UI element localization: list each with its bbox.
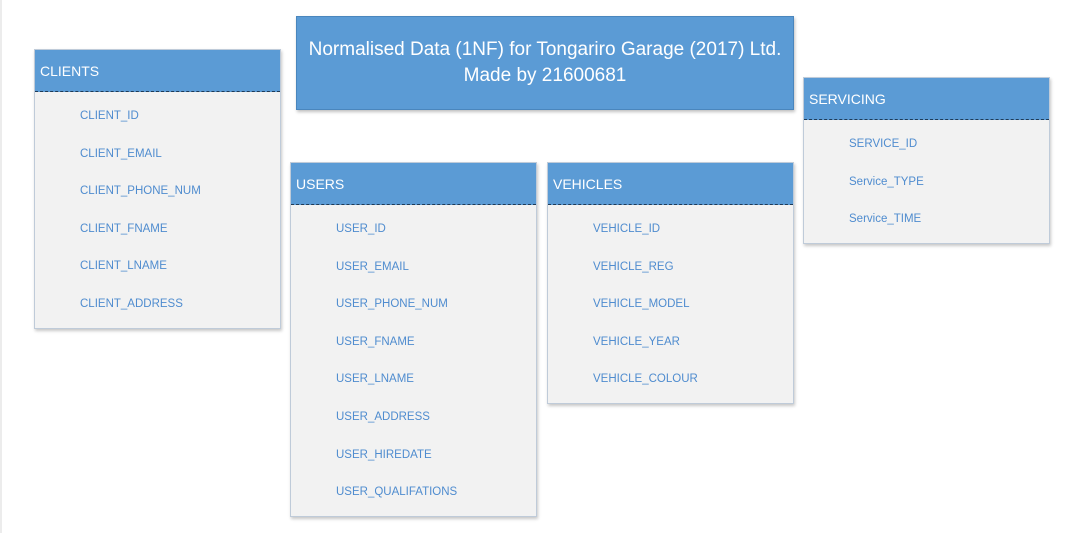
field-client-phone-num: CLIENT_PHONE_NUM (80, 185, 201, 198)
field-user-address: USER_ADDRESS (336, 410, 430, 423)
field-client-fname: CLIENT_FNAME (80, 222, 168, 235)
canvas-edge (0, 0, 2, 533)
field-client-lname: CLIENT_LNAME (80, 260, 167, 273)
entity-vehicles: VEHICLES VEHICLE_ID VEHICLE_REG VEHICLE_… (547, 162, 794, 404)
field-user-qualifations: USER_QUALIFATIONS (336, 486, 458, 499)
entity-servicing-fields: SERVICE_ID Service_TYPE Service_TIME (804, 120, 1049, 243)
entity-clients: CLIENTS CLIENT_ID CLIENT_EMAIL CLIENT_PH… (34, 49, 281, 329)
field-vehicle-colour: VEHICLE_COLOUR (593, 373, 698, 386)
entity-vehicles-header: VEHICLES (548, 163, 793, 205)
diagram-title-line-2: Made by 21600681 (463, 65, 627, 86)
field-user-id: USER_ID (336, 223, 386, 235)
field-service-id: SERVICE_ID (849, 138, 918, 150)
entity-vehicles-fields: VEHICLE_ID VEHICLE_REG VEHICLE_MODEL VEH… (548, 205, 793, 403)
entity-servicing-header: SERVICING (804, 78, 1049, 120)
field-user-hiredate: USER_HIREDATE (336, 448, 432, 461)
entity-clients-header: CLIENTS (35, 50, 280, 92)
field-vehicle-year: VEHICLE_YEAR (593, 335, 680, 348)
entity-users-header: USERS (291, 163, 536, 205)
entity-users-fields: USER_ID USER_EMAIL USER_PHONE_NUM USER_F… (291, 205, 536, 516)
field-user-fname: USER_FNAME (336, 335, 415, 348)
field-client-address: CLIENT_ADDRESS (80, 297, 183, 310)
field-user-phone-num: USER_PHONE_NUM (336, 298, 448, 311)
field-vehicle-reg: VEHICLE_REG (593, 260, 674, 273)
field-user-email: USER_EMAIL (336, 260, 409, 273)
diagram-title-box: Normalised Data (1NF) for Tongariro Gara… (296, 16, 794, 110)
field-service-time: Service_TIME (849, 213, 922, 226)
field-client-email: CLIENT_EMAIL (80, 147, 162, 160)
field-vehicle-id: VEHICLE_ID (593, 223, 661, 235)
entity-users: USERS USER_ID USER_EMAIL USER_PHONE_NUM … (290, 162, 537, 517)
entity-servicing: SERVICING SERVICE_ID Service_TYPE Servic… (803, 77, 1050, 244)
diagram-title-line-1: Normalised Data (1NF) for Tongariro Gara… (308, 39, 782, 60)
field-user-lname: USER_LNAME (336, 373, 414, 386)
entity-clients-fields: CLIENT_ID CLIENT_EMAIL CLIENT_PHONE_NUM … (35, 92, 280, 328)
field-client-id: CLIENT_ID (80, 110, 139, 122)
field-vehicle-model: VEHICLE_MODEL (593, 298, 690, 311)
field-service-type: Service_TYPE (849, 175, 924, 188)
